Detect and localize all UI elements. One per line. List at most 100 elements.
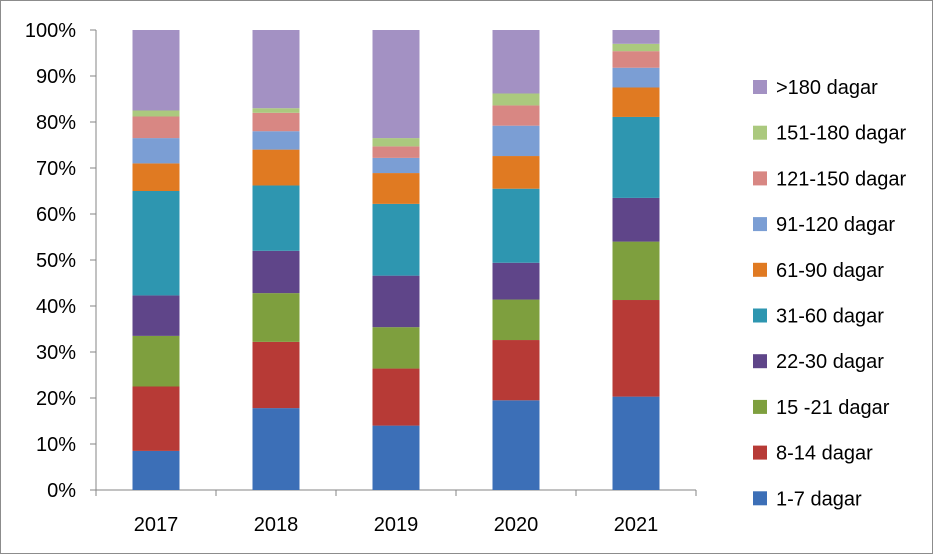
bar-segment-2018-s8	[252, 108, 300, 113]
bar-segment-2019-s3	[372, 275, 420, 328]
bar-segment-2019-s8	[372, 138, 420, 147]
bar-segment-2018-s2	[252, 293, 300, 342]
bar-segment-2019-s7	[372, 146, 420, 158]
legend-item: 121-150 dagar	[753, 168, 906, 190]
bar-segment-2020-s9	[492, 30, 540, 94]
legend-item: 61-90 dagar	[753, 260, 884, 282]
bar-segment-2018-s7	[252, 112, 300, 132]
y-tick-label: 10%	[36, 434, 76, 456]
bar-stack-2019	[372, 30, 420, 490]
bar-segment-2021-s4	[612, 116, 660, 198]
bar-segment-2018-s9	[252, 30, 300, 109]
legend-label: 22-30 dagar	[776, 351, 884, 373]
bar-segment-2017-s1	[132, 386, 180, 451]
bar-segment-2021-s7	[612, 51, 660, 68]
bar-segment-2020-s7	[492, 105, 540, 126]
x-tick-label: 2019	[374, 514, 419, 536]
bar-segment-2019-s9	[372, 30, 420, 139]
y-tick-label: 20%	[36, 388, 76, 410]
y-tick-label: 30%	[36, 342, 76, 364]
bar-segment-2019-s1	[372, 368, 420, 426]
legend-swatch	[753, 262, 767, 277]
legend-label: 121-150 dagar	[776, 168, 906, 190]
y-tick-label: 90%	[36, 66, 76, 88]
legend-swatch	[753, 217, 767, 232]
x-tick-label: 2017	[134, 514, 179, 536]
bar-segment-2017-s9	[132, 30, 180, 111]
bar-segment-2020-s0	[492, 400, 540, 490]
bar-segment-2020-s3	[492, 262, 540, 300]
bar-segment-2019-s2	[372, 327, 420, 369]
legend-label: >180 dagar	[776, 77, 878, 99]
legend-swatch	[753, 399, 767, 414]
bar-segment-2017-s0	[132, 450, 180, 490]
bar-segment-2021-s6	[612, 67, 660, 88]
legend-swatch	[753, 171, 767, 186]
x-tick-label: 2020	[494, 514, 539, 536]
x-tick-label: 2021	[614, 514, 659, 536]
legend: >180 dagar 151-180 dagar 121-150 dagar 91-1…	[753, 77, 906, 510]
bar-segment-2019-s5	[372, 173, 420, 204]
bar-segment-2020-s2	[492, 299, 540, 341]
bar-segment-2018-s1	[252, 341, 300, 409]
bar-segment-2019-s4	[372, 203, 420, 276]
x-tick-label: 2018	[254, 514, 299, 536]
bar-stack-2017	[132, 30, 180, 490]
x-axis: 2017 2018 2019 2020 2021	[95, 489, 697, 536]
bar-segment-2017-s8	[132, 110, 180, 117]
legend-label: 1-7 dagar	[776, 488, 862, 510]
legend-item: 1-7 dagar	[753, 488, 862, 510]
y-tick-label: 80%	[36, 112, 76, 134]
legend-label: 61-90 dagar	[776, 260, 884, 282]
bar-segment-2017-s3	[132, 295, 180, 336]
bar-segment-2017-s4	[132, 191, 180, 296]
y-tick-label: 50%	[36, 250, 76, 272]
legend-swatch	[753, 80, 767, 94]
y-tick-label: 0%	[47, 480, 76, 502]
bar-segment-2021-s9	[612, 30, 660, 44]
legend-swatch	[753, 125, 767, 140]
bar-segment-2019-s6	[372, 157, 420, 174]
bar-segment-2021-s3	[612, 197, 660, 242]
bar-segment-2018-s5	[252, 149, 300, 186]
legend-label: 91-120 dagar	[776, 214, 895, 236]
legend-item: 91-120 dagar	[753, 214, 895, 236]
legend-item: 31-60 dagar	[753, 306, 884, 328]
legend-label: 15 -21 dagar	[776, 397, 890, 419]
bar-segment-2021-s2	[612, 241, 660, 301]
legend-swatch	[753, 308, 767, 323]
legend-label: 8-14 dagar	[776, 443, 873, 465]
bar-segment-2017-s7	[132, 116, 180, 139]
bar-segment-2021-s5	[612, 87, 660, 117]
legend-swatch	[753, 354, 767, 369]
bar-segment-2017-s2	[132, 335, 180, 387]
bar-stack-2021	[612, 30, 660, 490]
legend-swatch	[753, 445, 767, 460]
bar-segment-2020-s1	[492, 340, 540, 401]
legend-label: 151-180 dagar	[776, 123, 906, 145]
bar-segment-2018-s4	[252, 185, 300, 251]
legend-item: 22-30 dagar	[753, 351, 884, 373]
legend-swatch	[753, 491, 767, 506]
legend-item: 15 -21 dagar	[753, 397, 890, 419]
bar-segment-2020-s6	[492, 125, 540, 157]
y-tick-label: 100%	[25, 20, 76, 42]
legend-label: 31-60 dagar	[776, 306, 884, 328]
legend-item: 8-14 dagar	[753, 443, 873, 465]
bar-segment-2021-s8	[612, 43, 660, 52]
bar-stack-2020	[492, 30, 540, 490]
bar-segment-2020-s5	[492, 156, 540, 189]
legend-item: 151-180 dagar	[753, 123, 906, 145]
bar-segment-2021-s1	[612, 300, 660, 397]
y-tick-label: 70%	[36, 158, 76, 180]
bar-stacks	[132, 30, 660, 490]
bar-segment-2020-s4	[492, 188, 540, 263]
legend-item: >180 dagar	[753, 77, 878, 99]
bar-segment-2021-s0	[612, 396, 660, 490]
bar-segment-2018-s6	[252, 131, 300, 150]
y-axis: 0% 10% 20% 30% 40% 50% 60% 70% 80% 90% 100%	[25, 20, 97, 502]
bar-stack-2018	[252, 30, 300, 490]
y-tick-label: 40%	[36, 296, 76, 318]
